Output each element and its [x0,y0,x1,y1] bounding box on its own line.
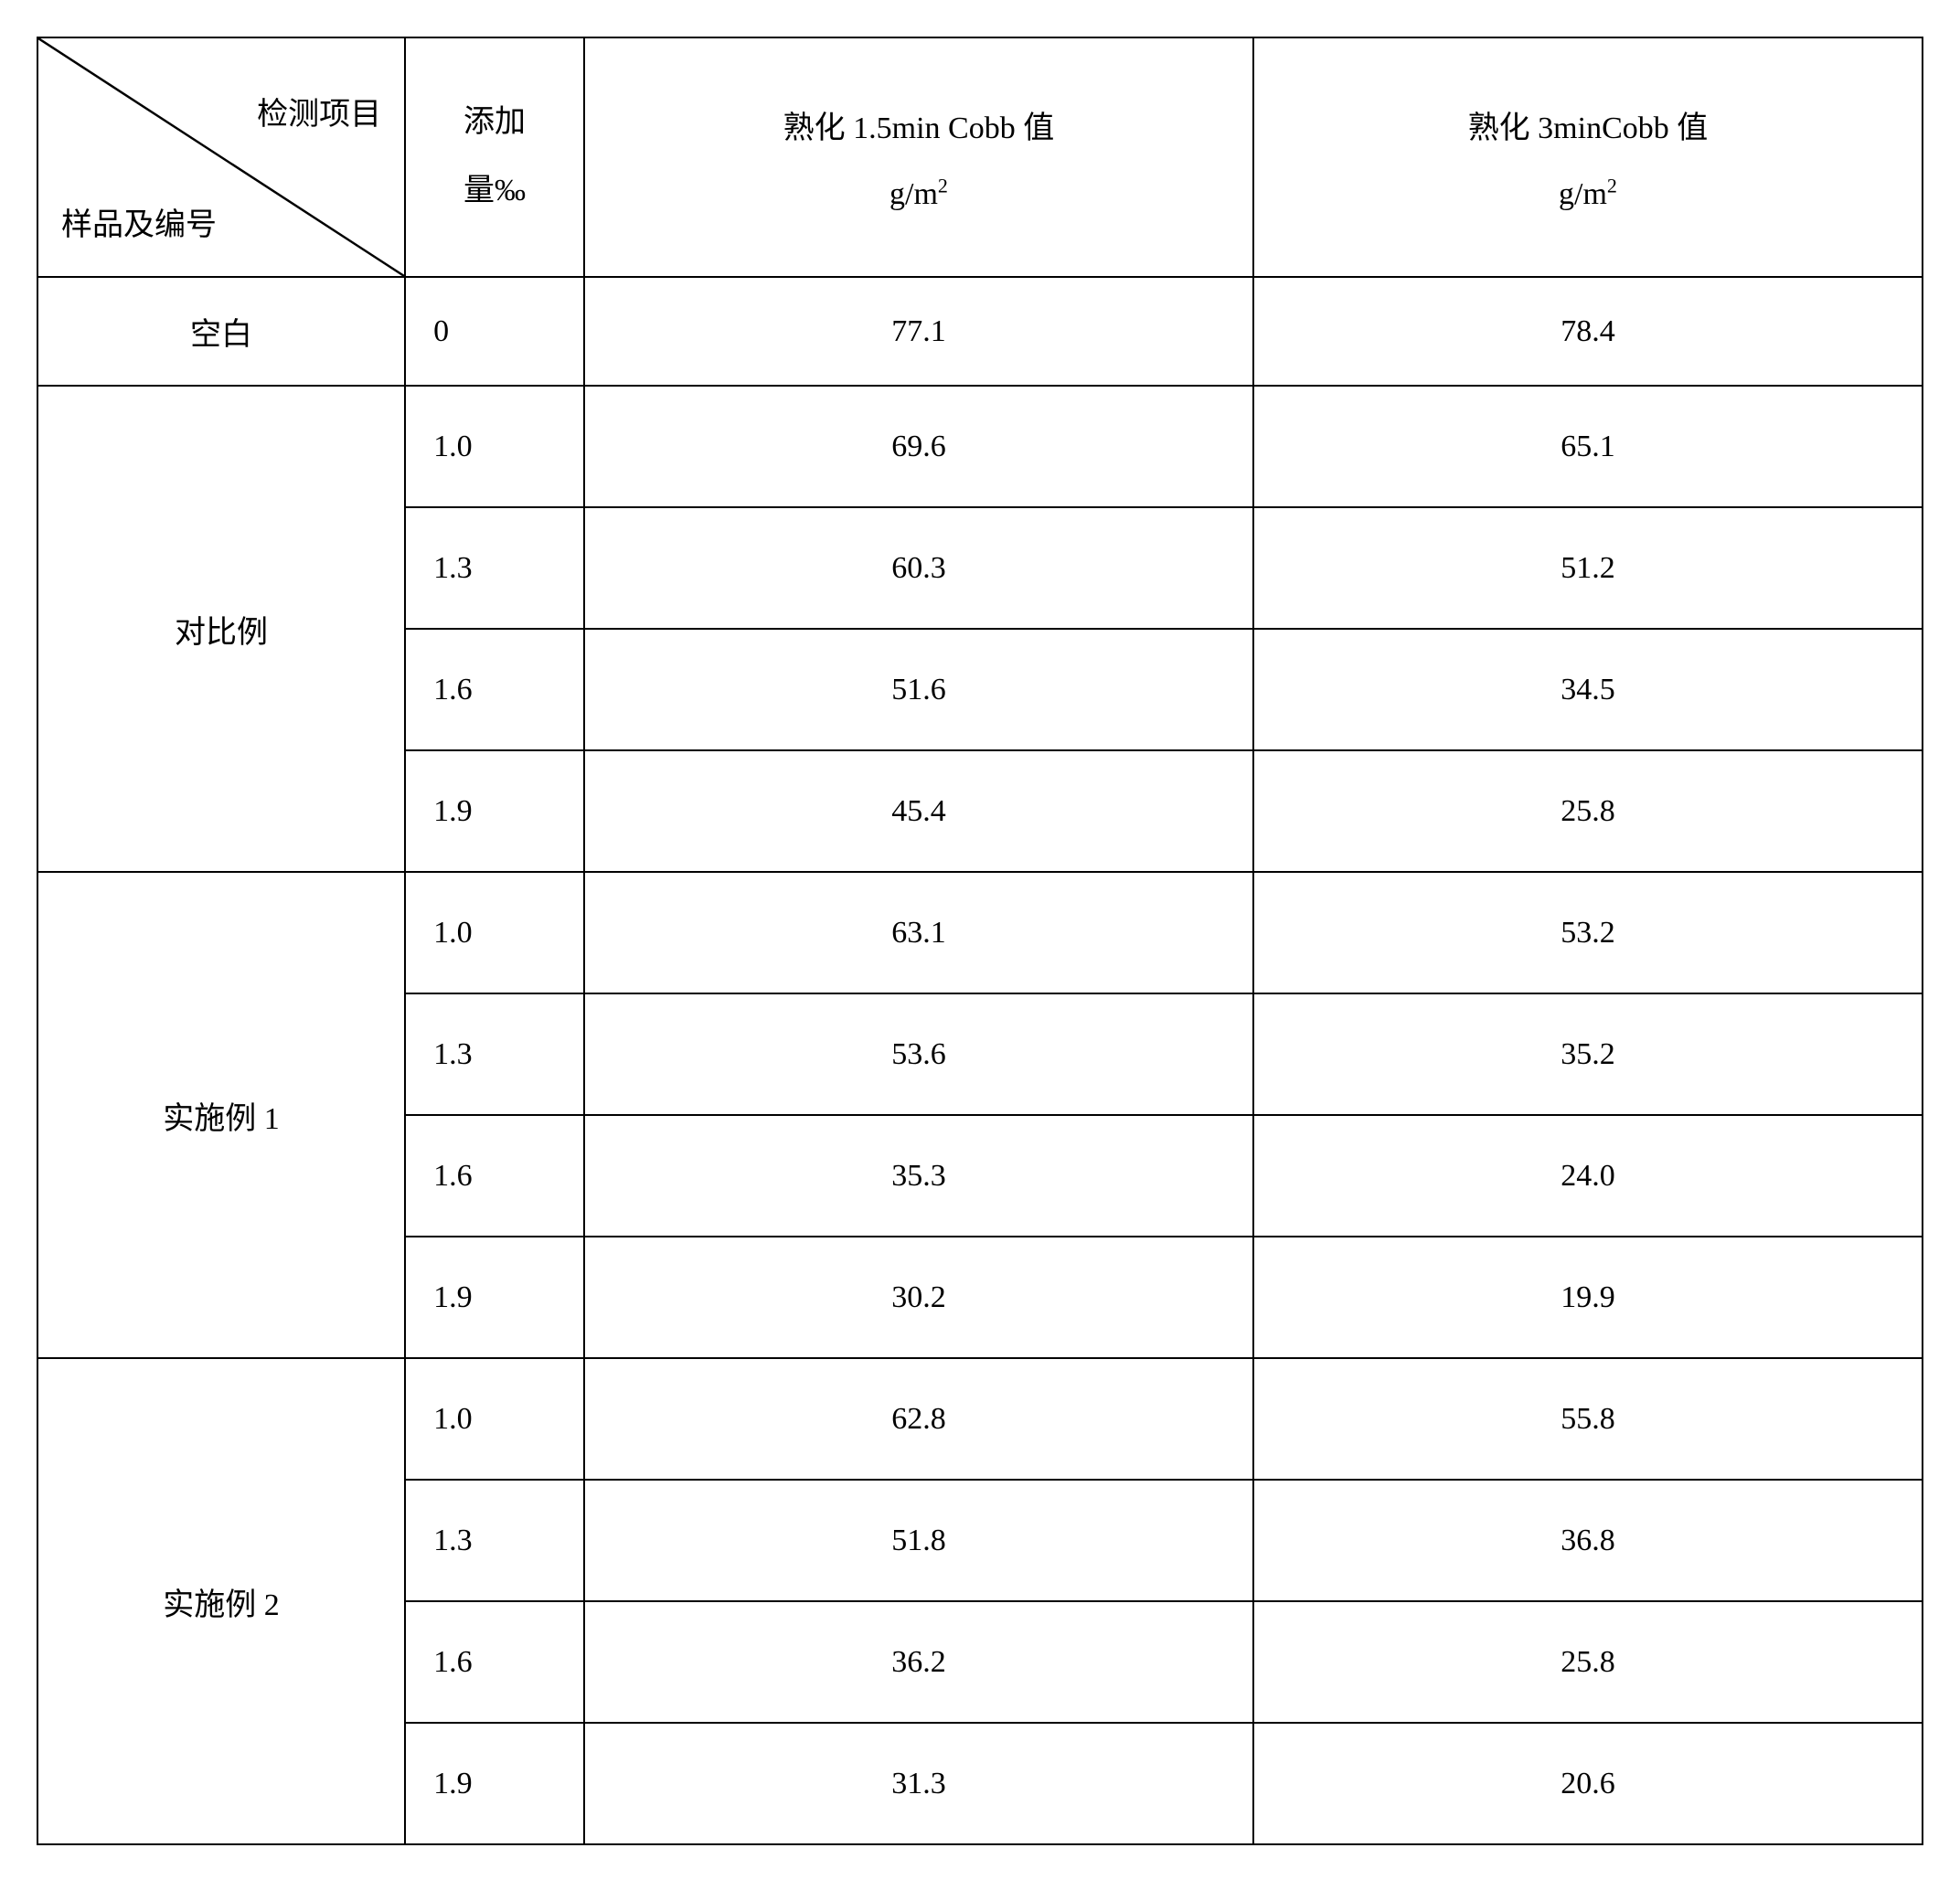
table-row: 实施例 11.063.153.2 [37,872,1923,993]
cobb-data-table: 检测项目 样品及编号 添加 量‰ 熟化 1.5min Cobb 值 g/m2 熟… [37,37,1923,1845]
header-add-amount: 添加 量‰ [405,37,584,277]
add-amount-cell: 1.6 [405,629,584,750]
table-row: 空白077.178.4 [37,277,1923,386]
cobb3-cell: 25.8 [1253,750,1923,872]
header-add-l2: 量‰ [463,174,526,207]
cobb3-cell: 53.2 [1253,872,1923,993]
cobb3-cell: 25.8 [1253,1601,1923,1723]
add-amount-cell: 1.6 [405,1601,584,1723]
cobb15-cell: 60.3 [584,507,1253,629]
cobb3-cell: 34.5 [1253,629,1923,750]
cobb15-cell: 53.6 [584,993,1253,1115]
header-cobb3-l1: 熟化 3minCobb 值 [1254,102,1922,147]
cobb3-cell: 78.4 [1253,277,1923,386]
cobb15-cell: 77.1 [584,277,1253,386]
header-cobb3-l2: g/m2 [1559,177,1617,211]
cobb15-cell: 31.3 [584,1723,1253,1844]
cobb3-cell: 35.2 [1253,993,1923,1115]
sample-name-cell: 实施例 1 [37,872,405,1358]
table-header-row: 检测项目 样品及编号 添加 量‰ 熟化 1.5min Cobb 值 g/m2 熟… [37,37,1923,277]
sample-name-cell: 对比例 [37,386,405,872]
add-amount-cell: 0 [405,277,584,386]
add-amount-cell: 1.3 [405,993,584,1115]
add-amount-cell: 1.0 [405,1358,584,1480]
add-amount-cell: 1.9 [405,1723,584,1844]
cobb15-cell: 51.8 [584,1480,1253,1601]
header-cobb-15: 熟化 1.5min Cobb 值 g/m2 [584,37,1253,277]
cobb15-cell: 69.6 [584,386,1253,507]
sample-name-cell: 空白 [37,277,405,386]
cobb15-cell: 35.3 [584,1115,1253,1237]
add-amount-cell: 1.6 [405,1115,584,1237]
header-diag-bottom: 样品及编号 [61,199,217,244]
cobb3-cell: 65.1 [1253,386,1923,507]
add-amount-cell: 1.0 [405,872,584,993]
cobb15-cell: 62.8 [584,1358,1253,1480]
header-cobb15-l1: 熟化 1.5min Cobb 值 [585,102,1252,147]
table-row: 实施例 21.062.855.8 [37,1358,1923,1480]
cobb3-cell: 55.8 [1253,1358,1923,1480]
cobb15-cell: 51.6 [584,629,1253,750]
cobb3-cell: 20.6 [1253,1723,1923,1844]
cobb15-cell: 30.2 [584,1237,1253,1358]
cobb15-cell: 63.1 [584,872,1253,993]
cobb3-cell: 36.8 [1253,1480,1923,1601]
header-add-l1: 添加 [463,105,526,139]
header-cobb-3: 熟化 3minCobb 值 g/m2 [1253,37,1923,277]
cobb15-cell: 45.4 [584,750,1253,872]
add-amount-cell: 1.3 [405,1480,584,1601]
header-diagonal-cell: 检测项目 样品及编号 [37,37,405,277]
header-cobb15-l2: g/m2 [889,177,948,211]
cobb3-cell: 24.0 [1253,1115,1923,1237]
header-diag-top: 检测项目 [257,89,381,133]
add-amount-cell: 1.0 [405,386,584,507]
add-amount-cell: 1.9 [405,1237,584,1358]
cobb15-cell: 36.2 [584,1601,1253,1723]
sample-name-cell: 实施例 2 [37,1358,405,1844]
cobb3-cell: 51.2 [1253,507,1923,629]
add-amount-cell: 1.9 [405,750,584,872]
add-amount-cell: 1.3 [405,507,584,629]
table-row: 对比例1.069.665.1 [37,386,1923,507]
cobb3-cell: 19.9 [1253,1237,1923,1358]
